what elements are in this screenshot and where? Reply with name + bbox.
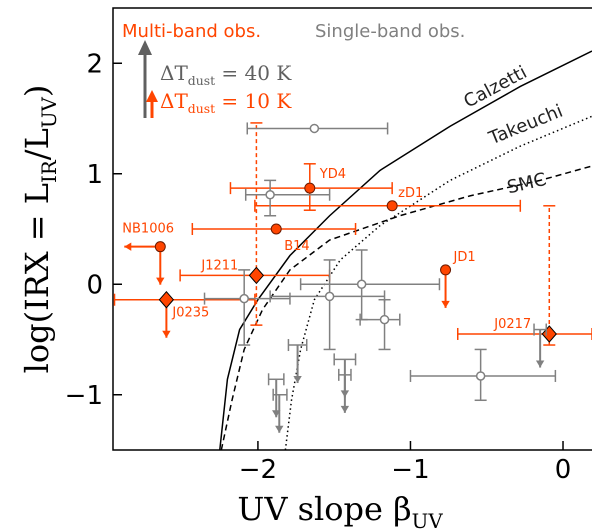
upper-limit-arrow-head (162, 330, 171, 338)
curve (220, 165, 592, 450)
point (356, 279, 367, 289)
point (239, 293, 249, 304)
point-label: J1211 (200, 258, 238, 273)
annotation: ΔTdust = 10 K (160, 89, 292, 116)
legend-entry: Multi-band obs. (122, 21, 261, 42)
x-tick-label: 0 (555, 455, 572, 485)
point-label: YD4 (319, 167, 346, 182)
overlay (138, 40, 158, 118)
upper-limit-arrow-head (293, 376, 302, 384)
point-label: J0235 (171, 306, 209, 321)
point (440, 264, 452, 276)
point (309, 123, 320, 134)
point (265, 189, 275, 200)
upper-limit-arrow-head (156, 277, 165, 285)
upper-limit-arrow-head (340, 405, 350, 413)
point (475, 371, 486, 381)
label-part: = 40 K (215, 61, 292, 85)
x-axis-label: UV slope βUV (237, 490, 443, 531)
left-limit-arrow-head (124, 242, 132, 251)
y-tick-label: 1 (86, 160, 103, 190)
point (541, 325, 557, 343)
arrow-head (138, 40, 152, 55)
upper-limit-arrow-head (535, 360, 545, 368)
x-tick-label: −2 (239, 455, 277, 485)
x-tick-label: −1 (391, 455, 429, 485)
point (379, 314, 390, 325)
label-part: /L (18, 128, 56, 160)
subscript: dust (188, 73, 215, 88)
point-label: B14 (284, 239, 309, 254)
label-part: ) (18, 85, 56, 97)
point-label: JD1 (453, 250, 476, 265)
label-part: = 10 K (215, 89, 292, 113)
y-tick-label: −1 (65, 381, 103, 411)
y-tick-label: 0 (86, 270, 103, 300)
point-label: zD1 (398, 186, 423, 201)
upper-limit-arrow-head (275, 425, 284, 433)
point (248, 266, 265, 285)
arrow-head (146, 90, 158, 102)
point (324, 291, 335, 302)
point (304, 182, 316, 194)
upper-limit-arrow-head (441, 300, 450, 308)
point (154, 241, 166, 253)
label-part: UV slope β (237, 490, 411, 528)
plot-frame (112, 7, 592, 451)
curve-label: Takeuchi (485, 101, 566, 150)
subscript: IR (38, 159, 61, 183)
curve-label: SMC (505, 169, 548, 198)
plot-area (113, 50, 592, 450)
point (386, 200, 398, 212)
label-part: ΔT (160, 89, 188, 113)
y-tick-label: 2 (86, 49, 103, 79)
point (270, 223, 282, 235)
legend-entry: Single-band obs. (315, 21, 465, 42)
curve (219, 50, 592, 450)
subscript: UV (38, 96, 61, 128)
point-label: J0217 (493, 317, 531, 332)
label-part: log(IRX = L (18, 183, 56, 373)
y-axis-label: log(IRX = LIR/LUV) (18, 85, 61, 374)
subscript: UV (412, 510, 444, 531)
point-label: NB1006 (122, 222, 174, 237)
annotation: ΔTdust = 40 K (160, 61, 292, 88)
label-part: ΔT (160, 61, 188, 85)
subscript: dust (188, 101, 215, 116)
point (158, 290, 175, 309)
